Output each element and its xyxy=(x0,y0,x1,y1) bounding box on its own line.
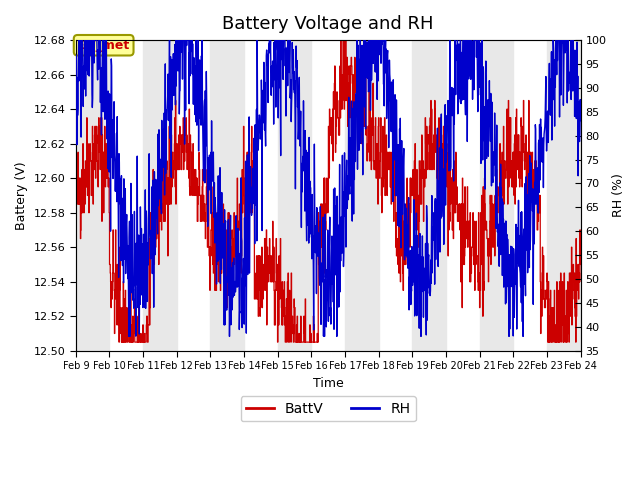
Bar xyxy=(479,40,513,351)
Title: Battery Voltage and RH: Battery Voltage and RH xyxy=(223,15,434,33)
X-axis label: Time: Time xyxy=(313,377,344,390)
Bar xyxy=(76,40,109,351)
Bar xyxy=(278,40,312,351)
Y-axis label: RH (%): RH (%) xyxy=(612,173,625,217)
Bar xyxy=(412,40,446,351)
Bar xyxy=(211,40,244,351)
Y-axis label: Battery (V): Battery (V) xyxy=(15,161,28,230)
Legend: BattV, RH: BattV, RH xyxy=(241,396,416,421)
Bar xyxy=(547,40,580,351)
Bar xyxy=(143,40,177,351)
Bar xyxy=(345,40,379,351)
Text: GT_met: GT_met xyxy=(77,39,130,52)
